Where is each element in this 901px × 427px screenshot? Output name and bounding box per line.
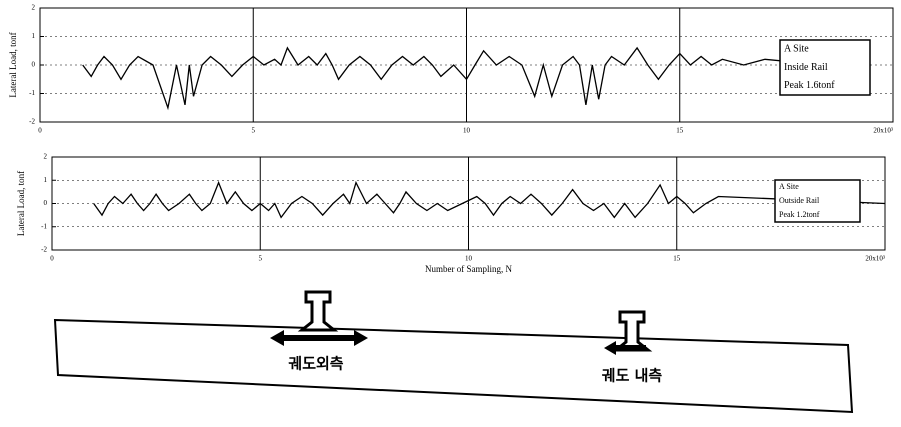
y-tick-label: 0 [32, 61, 36, 69]
outer-label: 궤도외측 [288, 355, 343, 373]
y-tick-label: 2 [44, 153, 48, 161]
chart: -2 -1 0 1 2 0 5 10 15 20x10³ Lateral Load, tonf A S… [8, 4, 893, 135]
annotation-line: A Site [784, 43, 809, 54]
x-axis-label: Number of Sampling, N [425, 264, 512, 274]
x-tick-label: 5 [252, 127, 256, 135]
y-tick-label: -2 [29, 118, 35, 126]
annotation-line: Peak 1.2tonf [779, 210, 820, 219]
x-tick-label: 15 [676, 127, 684, 135]
x-tick-label: 5 [259, 255, 263, 263]
y-tick-label: 1 [32, 32, 36, 40]
annotation-line: Inside Rail [784, 62, 828, 73]
x-tick-label: 0 [50, 255, 54, 263]
annotation-line: Peak 1.6tonf [784, 80, 835, 91]
rail-outer [302, 292, 334, 330]
chart: -2 -1 0 1 2 0 5 10 15 20x10³ Lateral Load, tonf Num… [16, 153, 885, 274]
figure: 궤도외측 궤도 내측 -2-101205101520x10³Lateral Lo… [0, 0, 901, 422]
inner-label: 궤도 내측 [602, 367, 663, 385]
sleeper [55, 320, 852, 412]
data-line [83, 48, 825, 108]
tie-diagram: 궤도외측 궤도 내측 [55, 292, 852, 412]
y-tick-label: -2 [41, 246, 47, 254]
y-axis-label: Lateral Load, tonf [8, 32, 18, 97]
x-tick-label: 15 [673, 255, 681, 263]
x-tick-label: 20x10³ [865, 255, 885, 263]
x-tick-label: 0 [38, 127, 42, 135]
annotation-line: A Site [779, 182, 799, 191]
data-line [94, 183, 885, 218]
x-tick-label: 20x10³ [873, 127, 893, 135]
y-tick-label: 0 [44, 199, 48, 207]
y-tick-label: -1 [29, 89, 35, 97]
y-axis-label: Lateral Load, tonf [16, 171, 26, 236]
y-tick-label: 1 [44, 176, 48, 184]
x-tick-label: 10 [463, 127, 471, 135]
y-tick-label: -1 [41, 222, 47, 230]
rail-inner [616, 312, 648, 350]
x-tick-label: 10 [465, 255, 473, 263]
y-tick-label: 2 [32, 4, 36, 12]
annotation-line: Outside Rail [779, 196, 820, 205]
